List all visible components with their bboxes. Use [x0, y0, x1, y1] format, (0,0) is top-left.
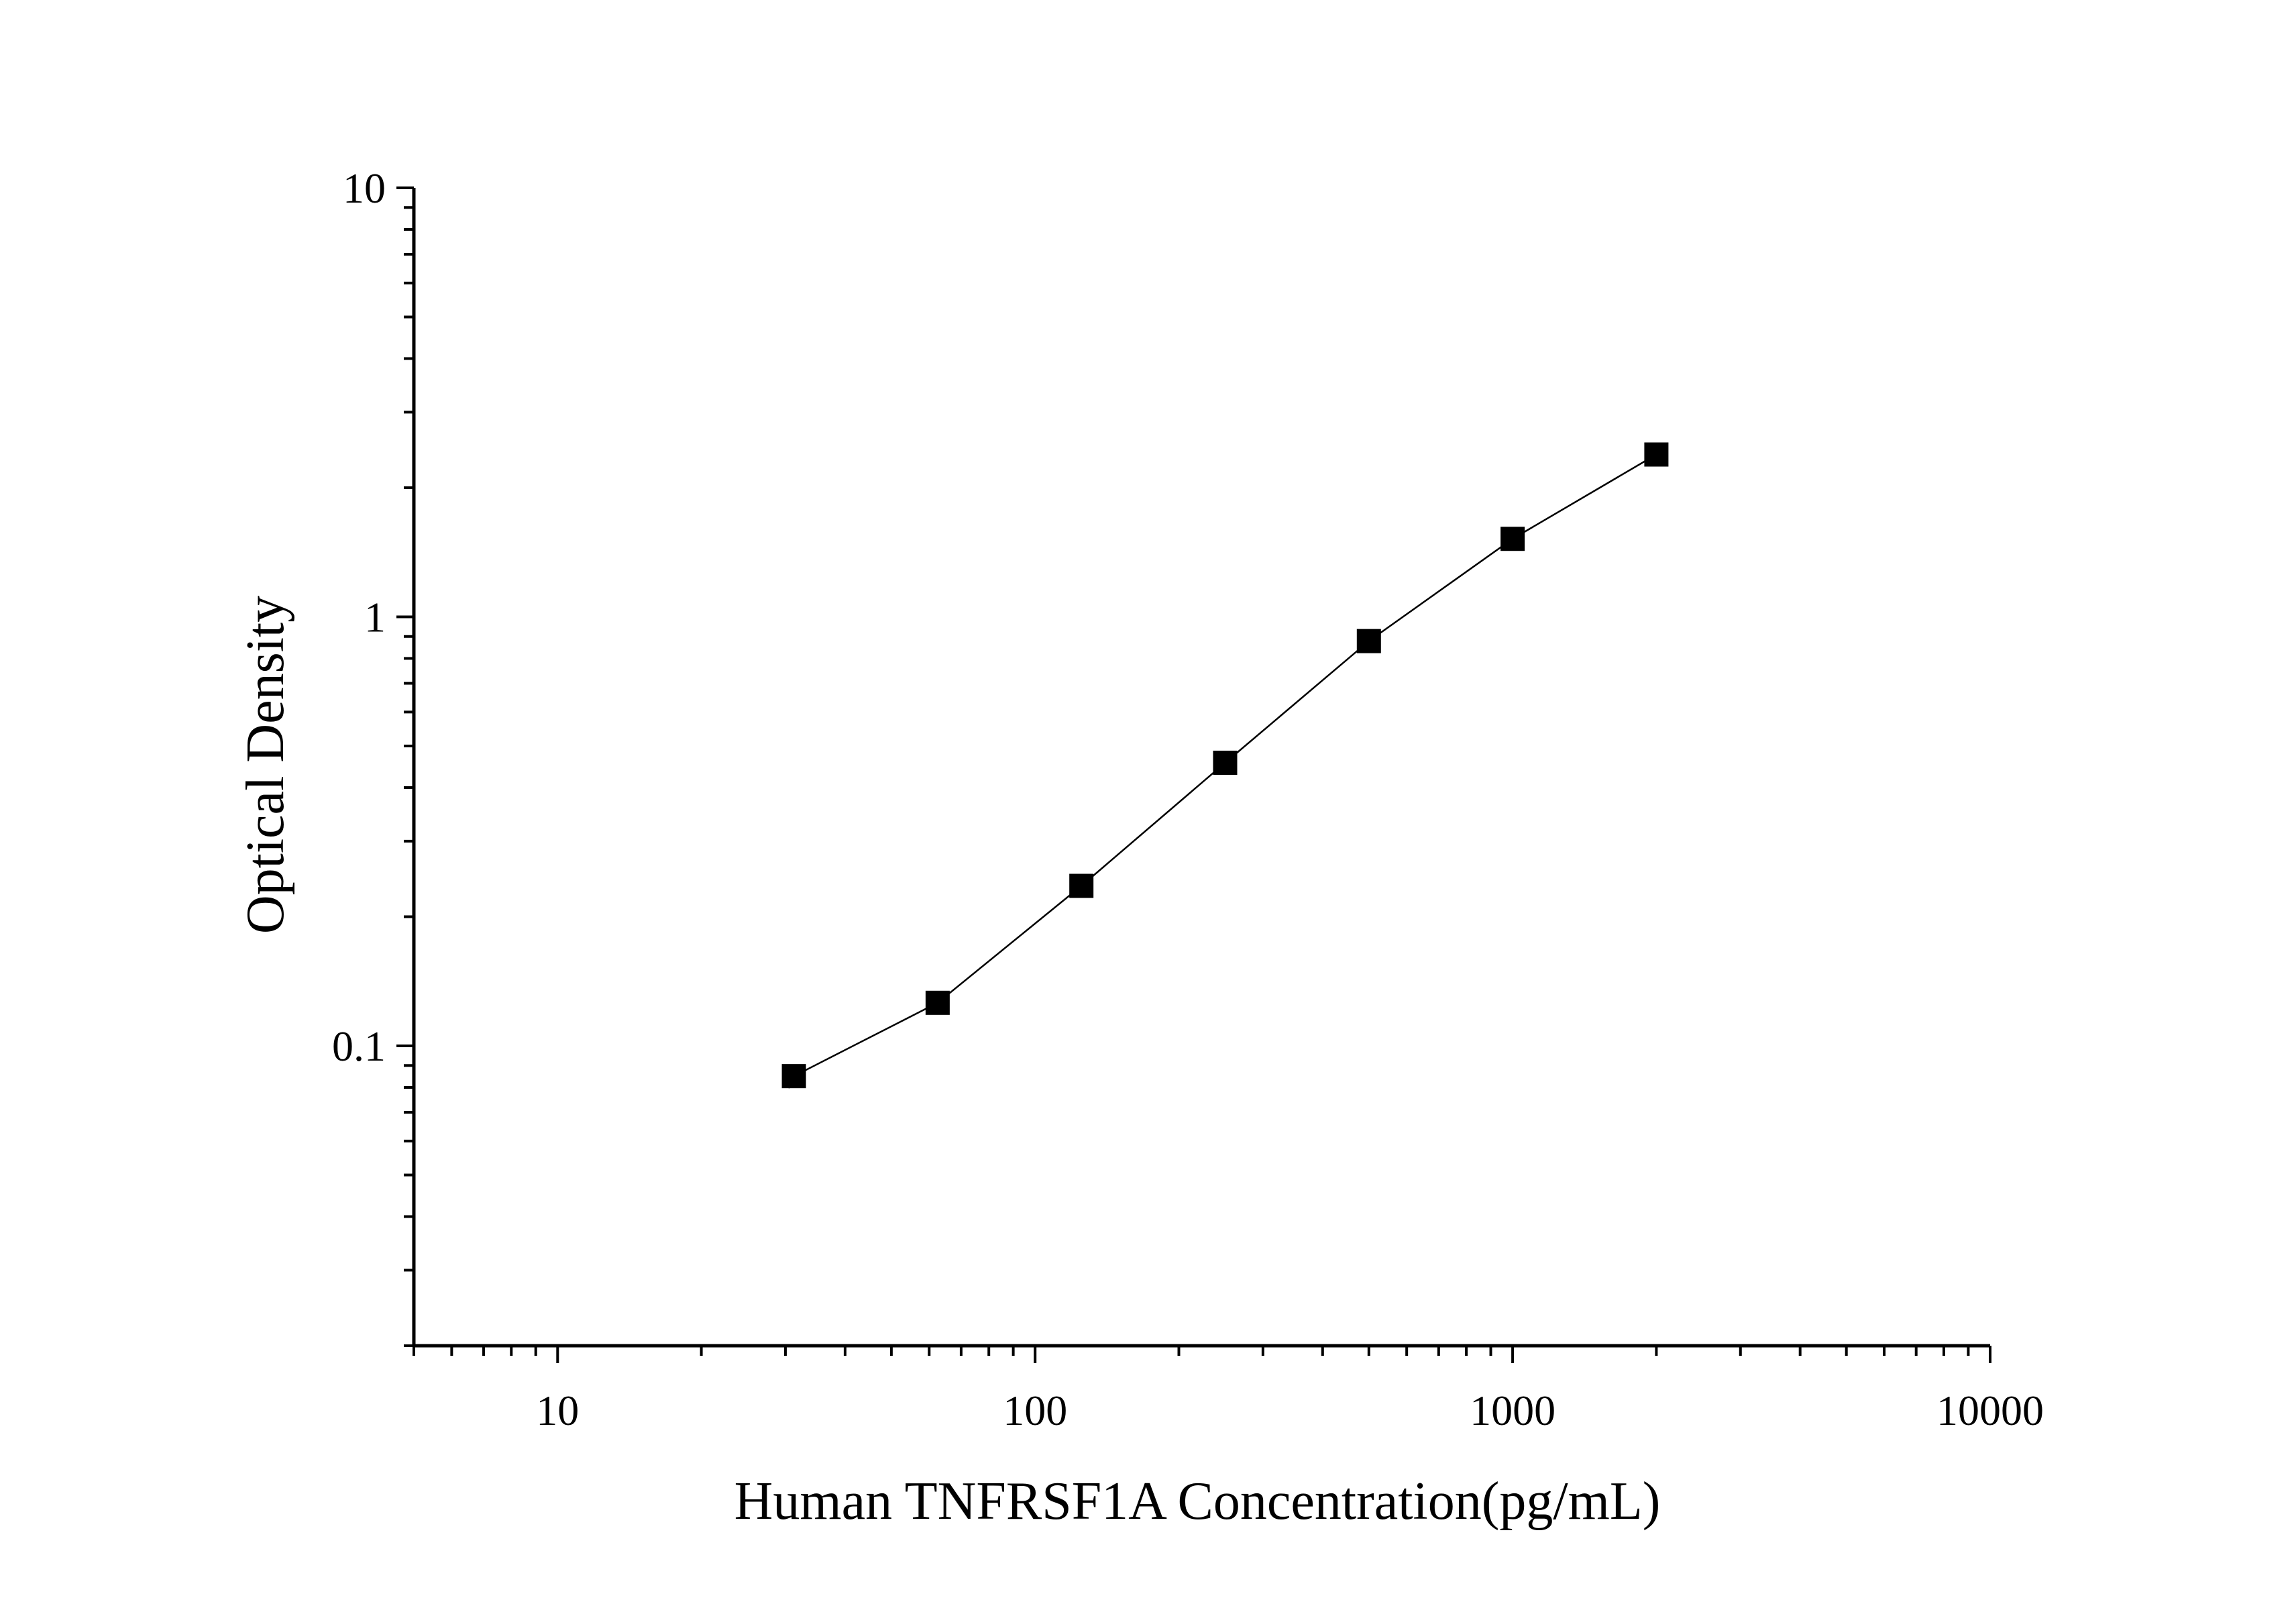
data-point — [925, 990, 950, 1015]
data-point — [1213, 750, 1238, 775]
y-tick-label: 0.1 — [332, 1022, 386, 1070]
data-point — [1356, 629, 1381, 653]
x-tick-label: 100 — [1003, 1387, 1067, 1434]
y-tick-label: 10 — [343, 164, 386, 212]
x-tick-label: 10 — [536, 1387, 579, 1434]
data-marks — [781, 442, 1669, 1089]
x-tick-label: 10000 — [1936, 1387, 2044, 1434]
series-line — [787, 453, 1657, 1089]
data-point — [781, 1064, 806, 1089]
x-axis-title: Human TNFRSF1A Concentration(pg/mL) — [734, 1472, 1661, 1531]
axes: 10 100 1000 10000 0.1 1 10 — [332, 164, 2044, 1434]
data-point — [1644, 442, 1669, 467]
data-point — [1069, 873, 1094, 898]
x-tick-label: 1000 — [1470, 1387, 1555, 1434]
y-axis-title: Optical Density — [236, 596, 295, 934]
data-point — [1500, 527, 1525, 551]
y-tick-label: 1 — [364, 594, 386, 641]
